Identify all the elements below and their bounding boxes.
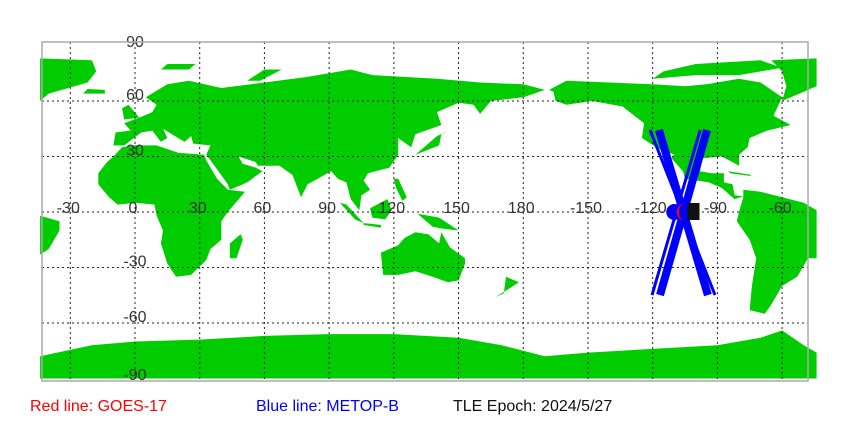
metop-b-track: [648, 129, 717, 296]
latitude-label: -90: [123, 367, 146, 384]
longitude-label: 150: [443, 200, 470, 217]
latitude-label: 30: [126, 143, 144, 160]
land-greenland-west: [40, 58, 97, 101]
longitude-label: 90: [318, 200, 336, 217]
legend-red-line: Red line: GOES-17: [30, 398, 167, 415]
land-antarctica: [40, 330, 817, 379]
latitude-label: -60: [123, 309, 146, 326]
land-iceland: [83, 89, 105, 94]
land-new-guinea: [417, 213, 459, 231]
latitude-label: 60: [126, 87, 144, 104]
satellite-tracks: [648, 128, 717, 297]
land-cuba: [728, 171, 752, 176]
tle-epoch: TLE Epoch: 2024/5/27: [453, 398, 613, 415]
land-greenland-east: [771, 58, 817, 101]
longitude-label: 60: [254, 200, 272, 217]
longitude-label: 30: [189, 200, 207, 217]
longitude-label: 180: [508, 200, 535, 217]
land-svalbard: [160, 64, 196, 70]
legend-blue-line: Blue line: METOP-B: [256, 398, 399, 415]
longitude-label: -60: [769, 200, 792, 217]
longitude-label: -120: [635, 200, 667, 217]
land-north-america: [549, 78, 791, 200]
longitude-label: -30: [57, 200, 80, 217]
land-borneo: [370, 199, 392, 220]
longitude-label: 0: [129, 200, 138, 217]
longitude-label: -150: [570, 200, 602, 217]
graticule: [42, 42, 808, 381]
land-arctic-canada: [652, 60, 783, 79]
land-brazil-east: [40, 215, 60, 255]
longitude-label: 120: [378, 200, 405, 217]
land-eurasia: [113, 69, 545, 211]
land-new-zealand: [495, 276, 519, 298]
land-philippines: [393, 178, 407, 201]
land-australia: [380, 232, 465, 283]
land-madagascar: [229, 234, 243, 259]
land-south-america: [736, 189, 817, 314]
land-java: [363, 223, 381, 228]
latitude-label: -30: [123, 254, 146, 271]
longitude-label: -90: [704, 200, 727, 217]
land-great-britain: [122, 104, 140, 120]
map-frame: [41, 41, 809, 382]
satellite-marker: [687, 203, 700, 220]
goes-17-position: [676, 203, 686, 221]
land-japan: [415, 130, 448, 155]
land-sumatra: [339, 202, 364, 224]
land-novaya-zemlya: [247, 69, 282, 81]
